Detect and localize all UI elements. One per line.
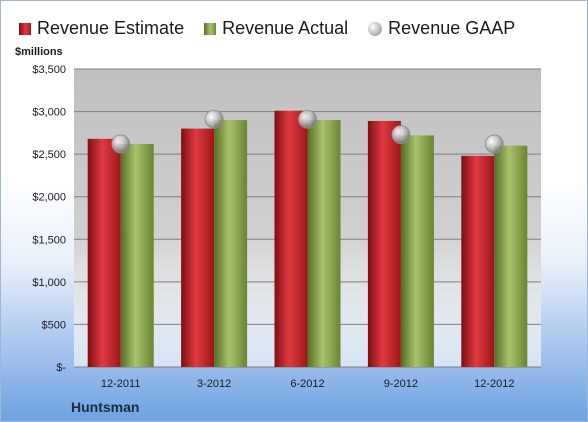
legend-marker-gaap [368, 21, 383, 36]
bar-revenue-actual [214, 120, 248, 367]
legend-swatch-actual [204, 22, 217, 35]
bar-revenue-actual [120, 143, 154, 367]
marker-revenue-gaap [391, 125, 411, 144]
bar-revenue-estimate [274, 110, 308, 367]
y-axis-unit-label: $millions [15, 46, 63, 58]
x-tick-label: 6-2012 [290, 378, 324, 390]
y-tick-label: $3,500 [32, 64, 66, 76]
legend-label-gaap: Revenue GAAP [388, 18, 516, 38]
x-axis-ticks: 12-2011 3-2012 6-2012 9-2012 12-2012 [101, 378, 515, 390]
legend-item-gaap: Revenue GAAP [368, 18, 515, 39]
bar-revenue-estimate [87, 138, 121, 367]
marker-revenue-gaap [204, 109, 224, 129]
y-tick-label: $2,500 [32, 149, 66, 161]
y-tick-label: $2,000 [32, 192, 66, 204]
bar-revenue-actual [400, 135, 434, 367]
bars [87, 110, 528, 368]
y-tick-label: $500 [42, 319, 66, 331]
x-tick-label: 3-2012 [197, 378, 231, 390]
y-tick-label: $1,000 [32, 277, 66, 289]
bar-revenue-actual [494, 145, 528, 367]
legend-label-estimate: Revenue Estimate [37, 18, 185, 38]
y-tick-label: $- [56, 362, 66, 374]
x-tick-label: 9-2012 [384, 378, 418, 390]
x-tick-label: 12-2012 [474, 378, 514, 390]
bar-revenue-estimate [367, 120, 401, 368]
legend-item-actual: Revenue Actual [204, 18, 348, 39]
legend-item-estimate: Revenue Estimate [19, 18, 184, 39]
y-tick-label: $3,000 [32, 107, 66, 119]
legend: Revenue Estimate Revenue Actual Revenue … [19, 18, 535, 39]
marker-revenue-gaap [484, 134, 504, 154]
y-tick-label: $1,500 [32, 234, 66, 246]
marker-revenue-gaap [298, 109, 317, 129]
bar-revenue-estimate [461, 155, 495, 367]
y-axis-ticks: $- $500 $1,000 $1,500 $2,000 $2,500 $3,000 $3,5… [32, 64, 66, 374]
legend-label-actual: Revenue Actual [222, 18, 349, 38]
bar-revenue-estimate [181, 128, 215, 367]
gaap-markers [111, 109, 504, 154]
company-name: Huntsman [71, 399, 140, 415]
legend-swatch-estimate [19, 22, 31, 35]
bar-revenue-actual [307, 120, 341, 367]
x-tick-label: 12-2011 [101, 378, 141, 390]
marker-revenue-gaap [111, 134, 131, 154]
